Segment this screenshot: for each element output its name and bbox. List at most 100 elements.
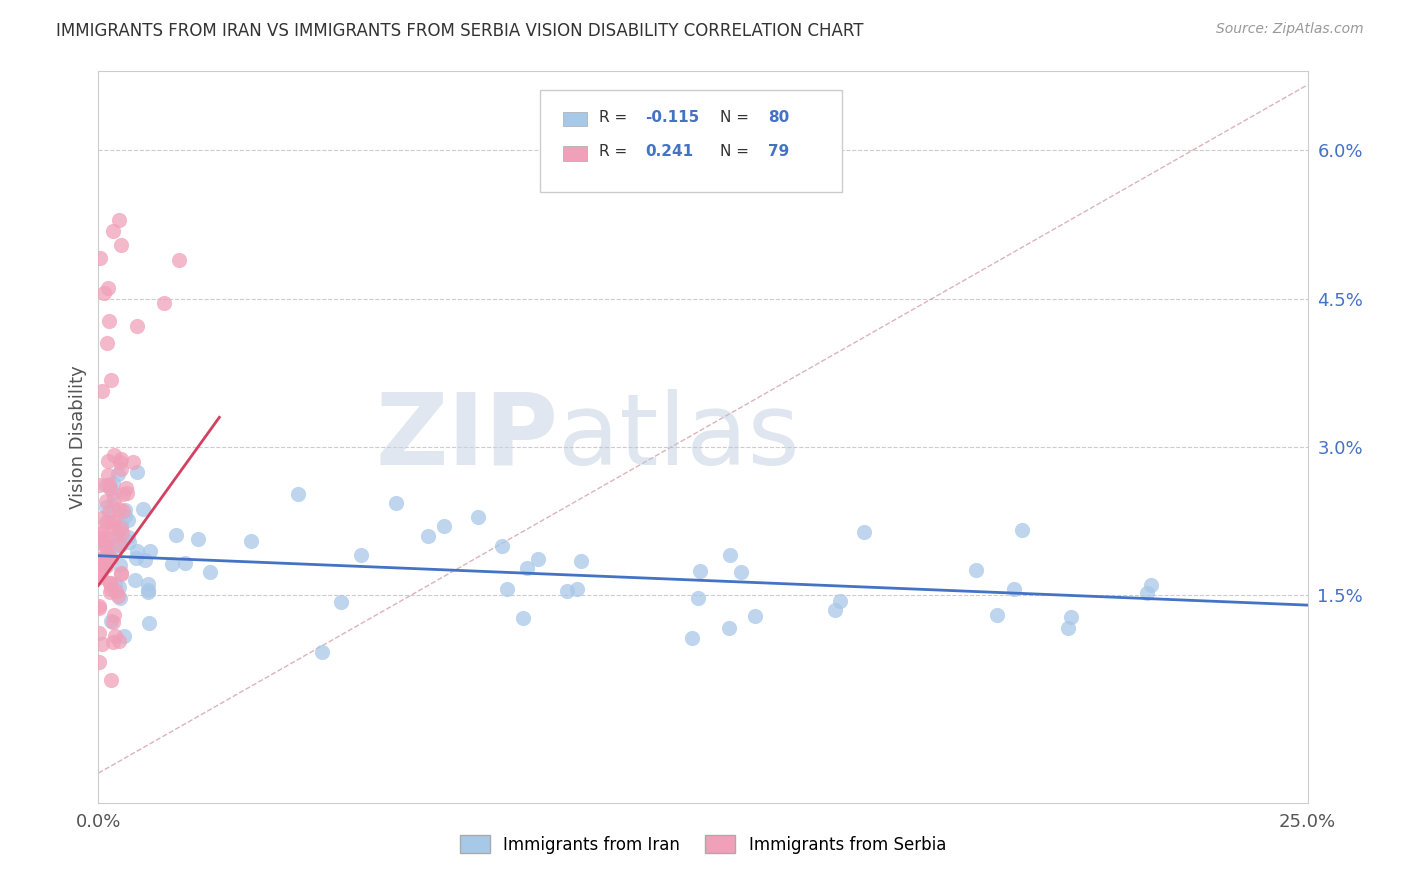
Point <box>103 486 125 500</box>
Point <box>89 251 111 265</box>
Point <box>89 626 111 640</box>
Point <box>94 532 117 546</box>
Point <box>311 645 333 659</box>
Point <box>198 566 221 580</box>
Point <box>96 557 118 571</box>
Point <box>138 615 160 630</box>
Point <box>103 491 125 506</box>
Point <box>87 600 110 615</box>
Point <box>565 582 588 596</box>
Point <box>87 556 110 570</box>
Point <box>100 582 122 596</box>
Point <box>110 566 132 580</box>
Point <box>681 631 703 645</box>
Point <box>98 478 121 492</box>
Text: -0.115: -0.115 <box>645 110 699 125</box>
Point <box>90 566 112 580</box>
Point <box>91 555 114 569</box>
Point <box>110 521 132 535</box>
Point <box>108 528 131 542</box>
Point <box>744 608 766 623</box>
Point <box>112 629 135 643</box>
Point <box>330 595 353 609</box>
Point <box>91 558 114 572</box>
Point <box>115 485 138 500</box>
Point <box>91 525 114 540</box>
Point <box>117 512 139 526</box>
Point <box>100 673 122 687</box>
Point <box>512 611 534 625</box>
Point <box>93 285 115 300</box>
Point <box>94 558 117 573</box>
Point <box>103 514 125 528</box>
Point <box>94 515 117 529</box>
Point <box>97 314 120 328</box>
Point <box>107 634 129 648</box>
Point <box>107 467 129 481</box>
Point <box>111 487 134 501</box>
Point <box>689 564 711 578</box>
Point <box>108 538 131 552</box>
Point <box>90 557 112 571</box>
Point <box>828 594 851 608</box>
Point <box>110 461 132 475</box>
Point <box>97 281 120 295</box>
Point <box>467 510 489 524</box>
Point <box>1136 585 1159 599</box>
Point <box>160 557 183 571</box>
Point <box>965 564 987 578</box>
Point <box>108 213 131 227</box>
Point <box>127 543 149 558</box>
Point <box>114 481 136 495</box>
Point <box>153 296 176 310</box>
Point <box>132 502 155 516</box>
Point <box>1140 578 1163 592</box>
Point <box>96 534 118 549</box>
Point <box>111 525 134 540</box>
Point <box>89 552 111 566</box>
Text: Source: ZipAtlas.com: Source: ZipAtlas.com <box>1216 22 1364 37</box>
Point <box>100 373 122 387</box>
FancyBboxPatch shape <box>562 146 586 161</box>
Legend: Immigrants from Iran, Immigrants from Serbia: Immigrants from Iran, Immigrants from Se… <box>453 829 953 860</box>
Point <box>87 599 110 614</box>
Point <box>418 528 440 542</box>
Point <box>110 538 132 552</box>
Point <box>112 504 135 518</box>
Point <box>110 518 132 533</box>
Point <box>101 634 124 648</box>
Point <box>105 528 128 542</box>
Point <box>90 525 112 540</box>
Point <box>87 478 110 492</box>
Point <box>110 238 132 252</box>
Point <box>110 591 132 606</box>
Point <box>350 548 373 562</box>
Point <box>165 528 187 542</box>
Point <box>90 511 112 525</box>
Point <box>139 543 162 558</box>
Point <box>91 384 114 399</box>
Text: ZIP: ZIP <box>375 389 558 485</box>
Point <box>103 607 125 622</box>
Point <box>107 502 129 516</box>
Text: 79: 79 <box>768 145 790 160</box>
Point <box>100 551 122 566</box>
Point <box>1060 610 1083 624</box>
Text: 0.241: 0.241 <box>645 145 693 160</box>
Point <box>101 499 124 513</box>
Point <box>104 629 127 643</box>
Point <box>97 515 120 529</box>
Point <box>96 540 118 554</box>
Point <box>103 448 125 462</box>
Point <box>174 556 197 570</box>
Point <box>557 583 579 598</box>
Point <box>986 608 1008 623</box>
Point <box>385 496 408 510</box>
Point <box>114 508 136 523</box>
Point <box>853 524 876 539</box>
Point <box>110 567 132 582</box>
Point <box>98 481 121 495</box>
Point <box>90 637 112 651</box>
Point <box>89 553 111 567</box>
Point <box>134 553 156 567</box>
